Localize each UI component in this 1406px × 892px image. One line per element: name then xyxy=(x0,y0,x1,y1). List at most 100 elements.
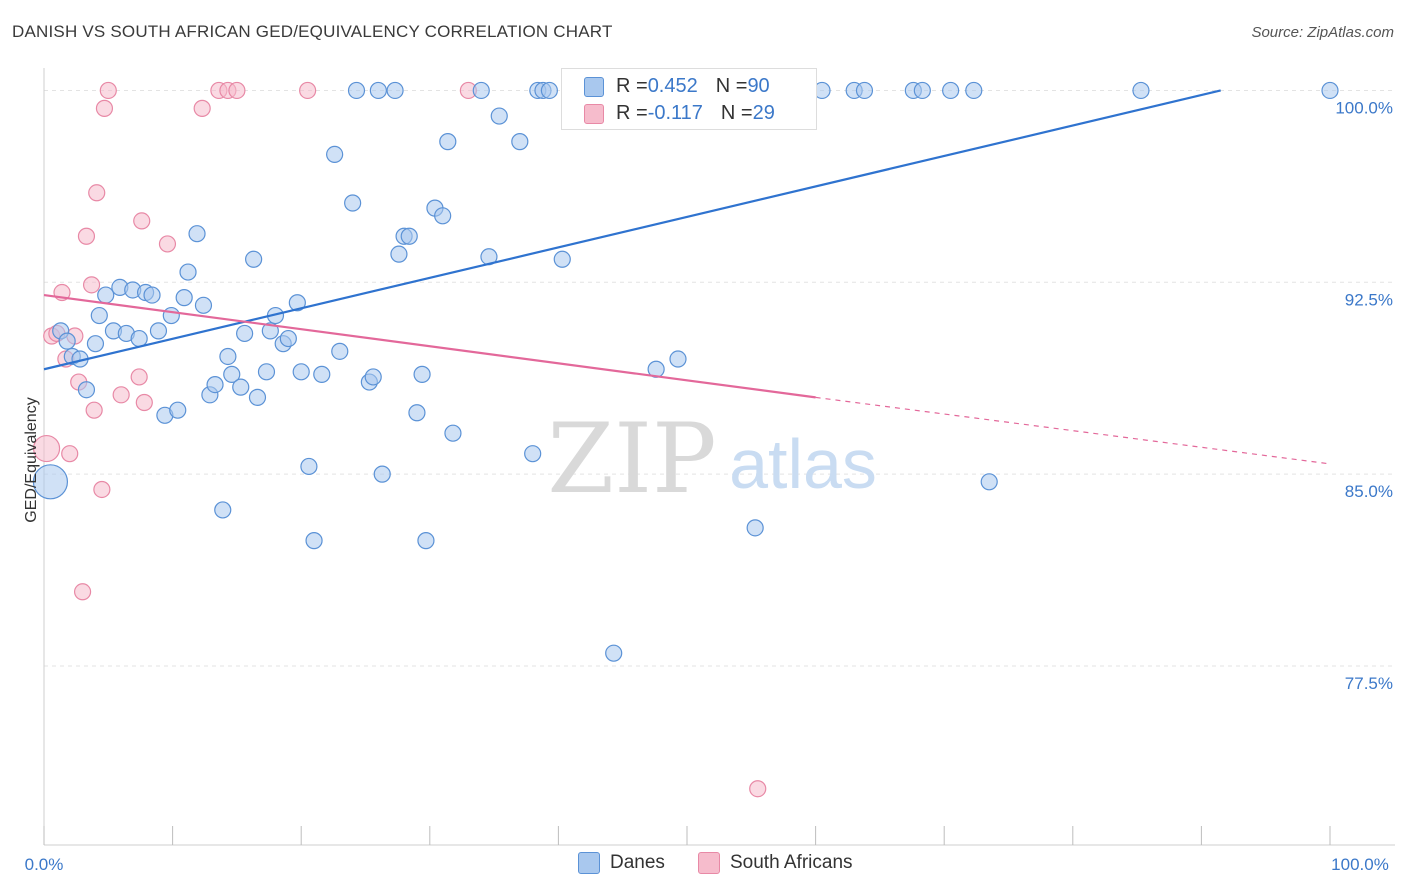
danes-point xyxy=(175,289,193,307)
danes-point xyxy=(257,363,276,381)
danes-point xyxy=(223,365,241,383)
danes-point xyxy=(313,365,331,383)
stats-row-south-africans: R = -0.117 N = 29 xyxy=(584,102,775,125)
south-africans-point xyxy=(299,81,317,100)
danes-point xyxy=(1321,81,1339,100)
danes-point xyxy=(472,81,490,100)
danes-r-label: R = xyxy=(616,75,648,97)
danes-point xyxy=(219,347,237,366)
south-africans-swatch-icon xyxy=(584,103,604,124)
south-africans-point xyxy=(135,393,153,412)
danes-point xyxy=(980,473,998,491)
source-label: Source: ZipAtlas.com xyxy=(1251,24,1394,41)
danes-point xyxy=(90,306,108,325)
danes-point xyxy=(206,376,224,394)
danes-point xyxy=(965,81,983,100)
danes-r-value: 0.452 xyxy=(647,75,698,97)
legend-label-south-africans: South Africans xyxy=(730,852,853,873)
danes-point xyxy=(746,519,764,537)
danes-point xyxy=(292,363,310,381)
danes-trend-line xyxy=(43,89,1221,371)
danes-point xyxy=(553,250,571,268)
danes-point xyxy=(279,329,297,348)
danes-point xyxy=(248,388,267,406)
danes-point xyxy=(413,365,431,383)
danes-point xyxy=(305,532,323,550)
danes-point xyxy=(261,322,279,340)
watermark-atlas: atlas xyxy=(729,425,877,503)
danes-point xyxy=(511,133,529,151)
south-africans-point xyxy=(99,81,117,100)
y-tick-label: 85.0% xyxy=(1345,482,1393,501)
danes-point xyxy=(417,532,435,550)
sa-n-label: N = xyxy=(720,102,753,124)
danes-point xyxy=(77,381,96,399)
south-africans-point xyxy=(193,99,211,117)
axis-labels: 77.5% 85.0% 92.5% 100.0% 0.0% 100.0% GED/Equiv… xyxy=(23,98,1393,874)
danes-point xyxy=(540,81,558,100)
axes xyxy=(43,68,1395,846)
danes-point xyxy=(300,457,318,476)
danes-point xyxy=(524,445,542,463)
grid-lines xyxy=(44,89,1395,667)
south-africans-point xyxy=(112,386,130,404)
danes-point xyxy=(194,296,213,314)
danes-point xyxy=(439,133,457,151)
danes-point xyxy=(408,404,426,422)
bottom-legend: Danes South Africans xyxy=(0,848,1406,880)
danes-points xyxy=(32,81,1339,662)
danes-point xyxy=(490,107,508,125)
danes-point xyxy=(347,81,366,100)
south-africans-point xyxy=(130,368,148,386)
south-africans-trend-extension xyxy=(815,396,1331,465)
danes-point xyxy=(400,227,418,245)
watermark-zip: ZIP xyxy=(547,403,716,515)
danes-point xyxy=(913,81,931,100)
danes-point xyxy=(169,401,187,419)
danes-point xyxy=(288,294,306,312)
danes-point xyxy=(179,263,197,281)
south-africans-point xyxy=(73,583,92,601)
danes-point xyxy=(214,501,232,519)
south-africans-point xyxy=(95,99,114,117)
south-africans-point xyxy=(228,81,246,100)
south-africans-point xyxy=(158,235,177,253)
stats-row-danes: R = 0.452 N = 90 xyxy=(584,75,770,98)
danes-point xyxy=(331,342,349,360)
danes-point xyxy=(86,335,105,353)
south-africans-point xyxy=(32,434,61,463)
danes-n-label: N = xyxy=(715,75,748,97)
danes-point xyxy=(162,306,180,325)
south-africans-trend-line xyxy=(43,293,816,399)
legend-item-danes[interactable]: Danes xyxy=(578,852,665,874)
chart-title: DANISH VS SOUTH AFRICAN GED/EQUIVALENCY … xyxy=(12,22,613,41)
danes-point xyxy=(344,194,362,212)
danes-point xyxy=(188,225,206,243)
danes-point xyxy=(390,245,408,263)
danes-point xyxy=(143,286,161,304)
south-africans-point xyxy=(82,276,101,294)
danes-point xyxy=(130,329,148,348)
south-africans-point xyxy=(61,445,79,463)
legend-item-south-africans[interactable]: South Africans xyxy=(698,852,853,874)
watermark: ZIP atlas xyxy=(547,403,877,515)
danes-legend-icon xyxy=(578,852,600,874)
danes-point xyxy=(855,81,874,100)
danes-point xyxy=(236,324,254,343)
south-africans-legend-icon xyxy=(698,852,720,874)
danes-point xyxy=(386,81,404,100)
danes-point xyxy=(434,207,452,225)
danes-point xyxy=(669,350,687,368)
y-tick-label: 92.5% xyxy=(1345,290,1393,309)
danes-point xyxy=(245,250,263,268)
y-axis-label: GED/Equivalency xyxy=(23,397,40,522)
trend-lines xyxy=(43,89,1331,465)
danes-point xyxy=(97,286,115,304)
y-tick-label: 77.5% xyxy=(1345,674,1393,693)
danes-point xyxy=(32,464,69,500)
south-africans-point xyxy=(749,780,767,798)
stats-legend: R = 0.452 N = 90 R = -0.117 N = 29 xyxy=(561,68,817,130)
danes-point xyxy=(373,465,391,483)
south-africans-point xyxy=(93,480,111,499)
